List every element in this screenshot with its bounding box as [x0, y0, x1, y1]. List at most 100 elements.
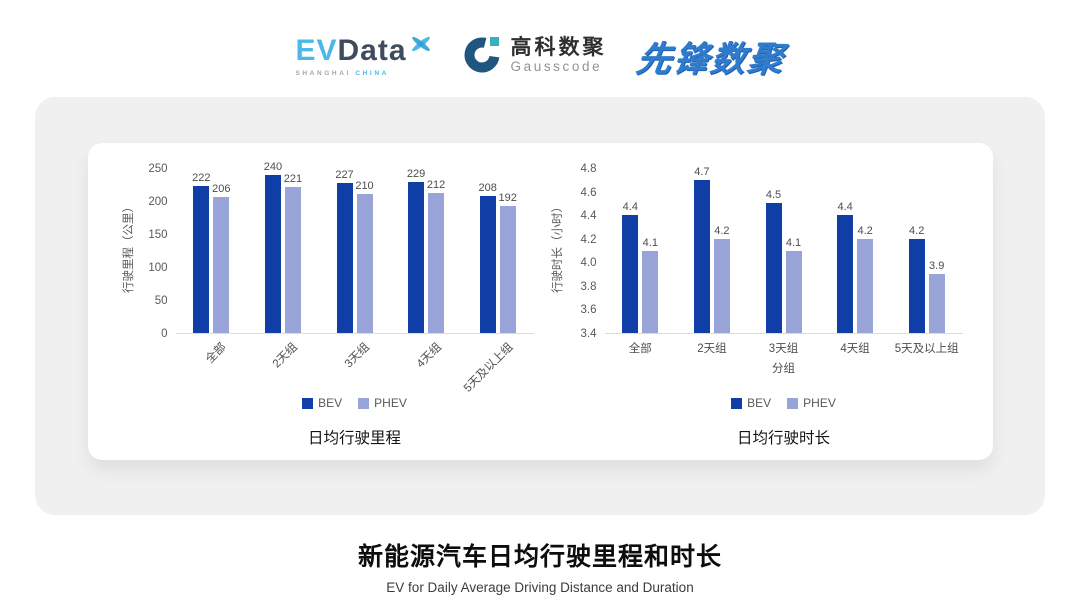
evdata-china-text: CHINA	[355, 69, 389, 77]
x-tick-label: 5天及以上组	[461, 341, 516, 395]
y-tick-label: 50	[154, 295, 168, 307]
y-axis-ticks: 4.8 4.6 4.4 4.2 4.0 3.8 3.6 3.4	[567, 159, 597, 340]
x-tick-label: 3天组	[768, 343, 799, 355]
legend-label: PHEV	[803, 396, 836, 411]
chart-title: 日均行驶里程	[307, 430, 401, 447]
bar-value-label: 192	[498, 192, 517, 205]
bar-value-label: 4.4	[837, 201, 853, 214]
y-tick-label: 250	[148, 163, 168, 175]
legend-item-phev: PHEV	[787, 396, 836, 410]
bar-value-label: 210	[355, 180, 374, 193]
x-tick-label: 5天及以上组	[894, 343, 959, 355]
y-tick-label: 150	[148, 229, 168, 241]
bar-value-label: 4.4	[622, 201, 638, 214]
x-tick-label: 4天组	[840, 343, 870, 355]
x-axis-zone: 全部 2天组 3天组 4天组 5天及以上组	[176, 334, 534, 395]
evdata-shanghai-text: SHANGHAI	[295, 69, 351, 77]
legend-swatch	[358, 397, 370, 409]
y-tick-label: 4.8	[580, 163, 597, 175]
pioneer-logo: 先锋数聚	[633, 39, 787, 79]
bar-value-label: 4.1	[785, 236, 802, 249]
bar-value-label: 222	[192, 172, 211, 185]
bar-value-label: 227	[335, 169, 354, 182]
bar-phev	[785, 250, 802, 333]
x-tick-label: 2天组	[697, 343, 727, 355]
bar-phev	[642, 250, 659, 333]
bar-value-label: 212	[426, 179, 446, 192]
bar-value-label: 4.7	[694, 165, 710, 178]
bar-value-label: 221	[283, 173, 303, 186]
y-tick-label: 0	[161, 328, 168, 340]
chart-daily-distance: 行驶里程（公里） 250 200 150 100 50 0 222 206 240 221 227 21…	[118, 159, 534, 448]
chart-title: 日均行驶时长	[736, 430, 830, 447]
gausscode-cn-text: 高科数聚	[510, 36, 607, 60]
bar-bev	[908, 238, 925, 333]
legend: BEV PHEV	[176, 394, 534, 412]
y-tick-label: 4.6	[580, 186, 597, 199]
gausscode-wordmark: 高科数聚 Gausscode	[511, 37, 607, 74]
legend-swatch	[302, 397, 314, 409]
evdata-logo: EV Data SHANGHAI CHINA	[295, 33, 432, 77]
legend: BEV PHEV	[605, 394, 963, 412]
bar-phev	[713, 238, 730, 333]
legend-swatch	[787, 397, 799, 409]
y-axis-label-wrap: 行驶里程（公里）	[118, 159, 138, 334]
chart-area: 行驶时长（小时） 4.8 4.6 4.4 4.2 4.0 3.8 3.6 3.4 4.4 4.1 4.…	[547, 159, 963, 340]
bar-value-label: 208	[478, 181, 497, 194]
gausscode-g-icon	[463, 34, 503, 79]
y-tick-label: 100	[148, 262, 168, 274]
legend-label: BEV	[747, 396, 772, 411]
bar-value-label: 4.1	[642, 236, 658, 249]
bar-bev	[479, 195, 496, 333]
bar-value-label: 4.2	[714, 224, 730, 237]
bar-bev	[622, 215, 639, 333]
bar-value-label: 206	[212, 183, 231, 196]
y-axis-label: 行驶里程（公里）	[122, 200, 135, 293]
chart-daily-duration: 行驶时长（小时） 4.8 4.6 4.4 4.2 4.0 3.8 3.6 3.4 4.4 4.1 4.…	[547, 159, 963, 448]
plot-area: 222 206 240 221 227 210 229 212 208 192	[175, 161, 534, 334]
legend-label: PHEV	[374, 396, 407, 411]
bar-bev	[693, 179, 710, 333]
x-tick-label: 4天组	[414, 341, 444, 371]
bar-phev	[499, 206, 516, 333]
logo-bar: EV Data SHANGHAI CHINA 高科数聚 Gausscode 先锋数…	[0, 0, 1080, 90]
bar-bev	[264, 174, 281, 333]
bar-phev	[857, 238, 874, 333]
x-axis-zone: 全部 2天组 3天组 4天组 5天及以上组 分组	[605, 334, 963, 394]
x-tick-label: 2天组	[271, 341, 301, 371]
legend-swatch	[731, 397, 743, 409]
bar-phev	[928, 274, 945, 333]
legend-item-bev: BEV	[731, 396, 771, 410]
bar-phev	[356, 194, 373, 333]
x-tick-label: 全部	[204, 341, 229, 366]
gausscode-logo: 高科数聚 Gausscode	[463, 34, 607, 79]
y-tick-label: 3.6	[580, 304, 597, 317]
y-axis-ticks: 250 200 150 100 50 0	[138, 159, 168, 340]
x-axis-title: 分组	[772, 363, 795, 375]
y-tick-label: 4.2	[580, 233, 597, 246]
bar-value-label: 3.9	[929, 260, 945, 273]
charts-panel: 行驶里程（公里） 250 200 150 100 50 0 222 206 240 221 227 21…	[35, 97, 1045, 515]
bar-bev	[765, 203, 782, 333]
evdata-subtext: SHANGHAI CHINA	[295, 70, 388, 77]
legend-label: BEV	[318, 396, 343, 411]
evdata-wordmark: EV Data	[295, 33, 432, 67]
bar-value-label: 229	[406, 167, 426, 180]
bar-value-label: 4.2	[909, 224, 925, 237]
main-subtitle: EV for Daily Average Driving Distance an…	[386, 580, 694, 595]
y-tick-label: 3.4	[580, 328, 597, 340]
bar-bev	[193, 186, 210, 333]
x-tick-label: 3天组	[342, 341, 373, 371]
bar-phev	[213, 197, 230, 333]
bar-value-label: 4.5	[765, 189, 782, 202]
chart-area: 行驶里程（公里） 250 200 150 100 50 0 222 206 240 221 227 21…	[118, 159, 534, 340]
legend-item-phev: PHEV	[358, 396, 407, 410]
main-title: 新能源汽车日均行驶里程和时长	[357, 543, 722, 571]
legend-item-bev: BEV	[302, 396, 342, 410]
bar-value-label: 240	[263, 160, 283, 173]
evdata-data-text: Data	[337, 33, 407, 67]
footer: 新能源汽车日均行驶里程和时长 EV for Daily Average Driv…	[0, 537, 1080, 595]
y-tick-label: 4.0	[580, 257, 597, 270]
bar-value-label: 4.2	[857, 224, 873, 237]
